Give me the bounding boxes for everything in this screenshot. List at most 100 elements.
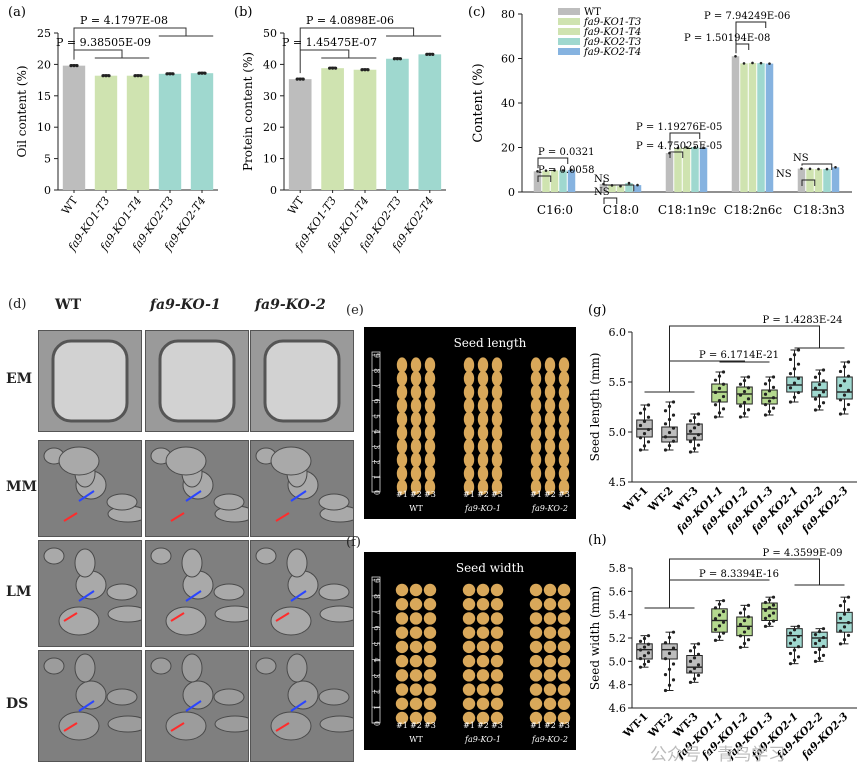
data-point: [671, 662, 676, 666]
data-point: [692, 645, 697, 649]
oil-body: [150, 657, 172, 675]
seed-width-panel: (f) Seed width 0 1 2 3 4 5 6 7 8 9 #1 #2 #3 WT #1 #2 #3 fa…: [338, 530, 578, 760]
data-point: [646, 440, 651, 444]
seed: [410, 438, 422, 454]
y-tick-label: 5.6: [609, 585, 627, 598]
data-point: [796, 634, 801, 639]
data-point: [363, 68, 367, 72]
y-tick-label: 4.6: [609, 702, 627, 715]
data-point: [792, 395, 797, 399]
p-value-label: P = 8.3394E-16: [699, 569, 779, 580]
ruler-label: 7: [372, 610, 381, 615]
data-point: [667, 430, 672, 435]
x-tick-label: C18:0: [603, 203, 639, 217]
data-point: [688, 659, 693, 663]
seed: [476, 612, 490, 625]
red-arrow-icon: [275, 612, 290, 622]
group-label: fa9-KO-2: [531, 735, 568, 744]
data-point: [298, 77, 302, 81]
seed: [409, 583, 423, 597]
ruler-label: 6: [372, 626, 381, 631]
oil-body: [318, 688, 350, 706]
data-point: [800, 167, 803, 170]
micrograph-drawing: [51, 339, 129, 423]
seed: [423, 697, 437, 710]
data-point: [746, 603, 751, 607]
data-point: [646, 427, 651, 432]
y-tick-label: 4.5: [609, 476, 627, 489]
seed: [529, 626, 543, 639]
data-point: [821, 644, 826, 649]
seed: [423, 598, 437, 611]
blue-arrow-icon: [185, 490, 202, 502]
data-point: [627, 181, 631, 185]
data-point: [431, 52, 435, 56]
oil-body: [74, 653, 96, 683]
p-value-label: NS: [594, 187, 610, 198]
line-label: #3: [424, 721, 436, 730]
oil-body: [181, 548, 203, 578]
line-label: #3: [424, 490, 436, 499]
data-point: [792, 367, 797, 371]
bar: [418, 54, 442, 190]
data-point: [667, 651, 672, 655]
y-tick-label: 0: [270, 184, 277, 197]
vacuole: [263, 339, 341, 423]
bar: [731, 56, 740, 193]
bar: [814, 169, 823, 192]
data-point: [685, 145, 688, 149]
micrograph-image: [145, 650, 249, 762]
data-point: [763, 600, 768, 605]
seed: [395, 640, 409, 654]
seed: [395, 626, 409, 639]
seed: [410, 357, 422, 373]
seed: [530, 384, 542, 400]
data-point: [817, 167, 820, 171]
line-label: #2: [544, 490, 556, 499]
data-point: [75, 64, 79, 68]
data-point: [821, 627, 826, 631]
seed: [529, 612, 543, 625]
seed: [477, 425, 489, 441]
data-point: [746, 386, 751, 390]
data-point: [721, 599, 726, 603]
data-point: [642, 432, 647, 436]
data-point: [638, 656, 643, 661]
data-point: [846, 633, 851, 637]
data-point: [638, 411, 643, 415]
p-value-label: P = 4.75025E-05: [636, 141, 722, 152]
data-point: [842, 393, 847, 397]
seed: [477, 357, 489, 373]
seed: [476, 697, 490, 710]
data-point: [667, 667, 672, 671]
seed: [409, 683, 423, 696]
data-point: [696, 642, 701, 646]
data-point: [197, 71, 201, 75]
seed: [476, 598, 490, 611]
micrograph-image: [250, 440, 354, 537]
seed: [462, 697, 476, 710]
data-point: [796, 390, 801, 395]
line-label: #2: [410, 490, 422, 499]
data-point: [817, 638, 822, 643]
data-point: [395, 57, 399, 61]
oil-body: [74, 548, 96, 578]
line-label: #2: [544, 721, 556, 730]
data-point: [821, 635, 826, 640]
bar: [765, 63, 774, 193]
box: [661, 426, 678, 443]
photo-title: Seed width: [456, 561, 525, 575]
data-point: [328, 66, 332, 70]
data-point: [763, 616, 768, 620]
data-point: [742, 630, 747, 634]
legend-swatch: [558, 48, 580, 55]
significance-bracket: [735, 43, 750, 50]
data-point: [667, 444, 672, 448]
seed: [476, 683, 490, 696]
seed: [423, 640, 437, 654]
bar: [386, 58, 409, 190]
seed: [529, 654, 543, 668]
data-point: [638, 665, 643, 669]
x-tick-label: C18:1n9c: [658, 203, 716, 217]
